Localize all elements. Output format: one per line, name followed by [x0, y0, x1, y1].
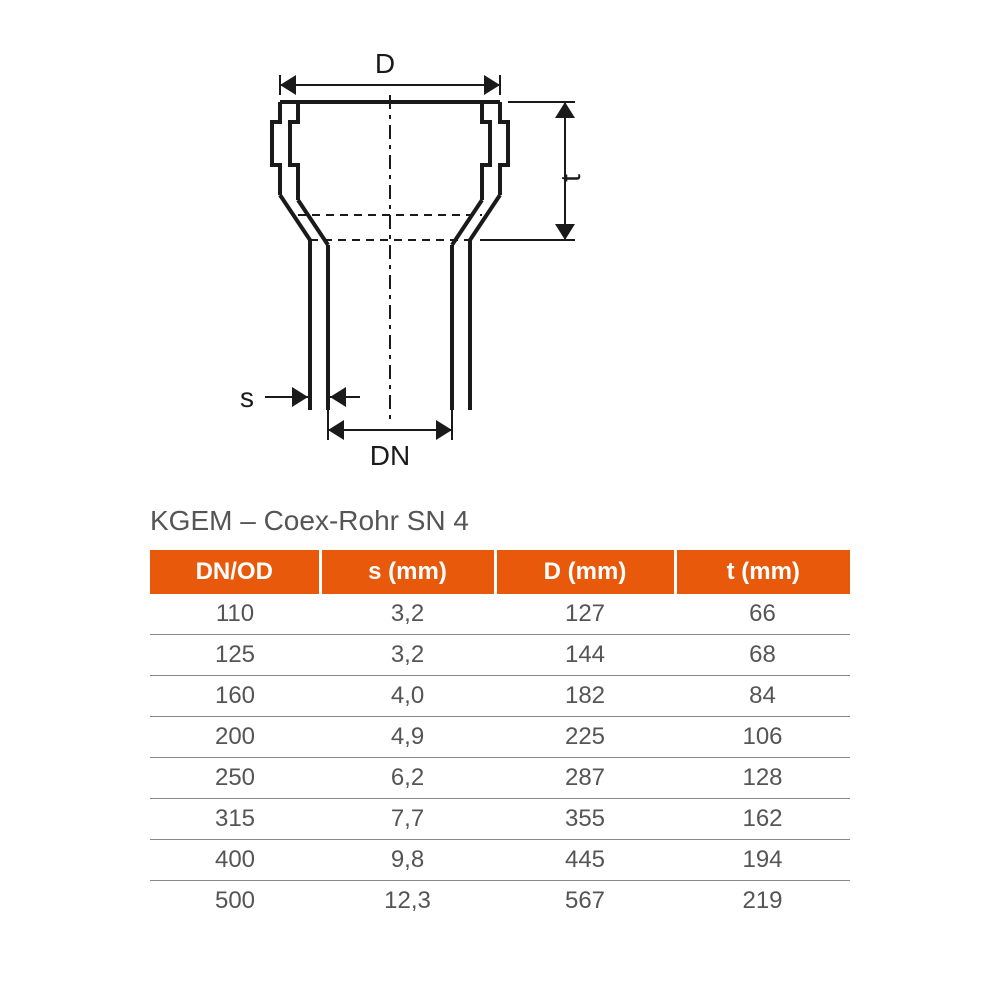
table-row: 2506,2287128	[150, 758, 850, 799]
table-cell: 315	[150, 799, 320, 840]
table-cell: 127	[495, 594, 675, 635]
table-row: 1103,212766	[150, 594, 850, 635]
dim-label-s: s	[240, 382, 254, 413]
col-header: t (mm)	[675, 550, 850, 594]
table-cell: 225	[495, 717, 675, 758]
col-header: s (mm)	[320, 550, 495, 594]
table-cell: 500	[150, 881, 320, 922]
table-cell: 125	[150, 635, 320, 676]
dim-label-t: t	[555, 174, 586, 182]
table-cell: 4,9	[320, 717, 495, 758]
table-cell: 3,2	[320, 594, 495, 635]
dim-label-D: D	[375, 48, 395, 79]
table-cell: 106	[675, 717, 850, 758]
table-cell: 287	[495, 758, 675, 799]
table-cell: 7,7	[320, 799, 495, 840]
table-header-row: DN/OD s (mm) D (mm) t (mm)	[150, 550, 850, 594]
table-cell: 144	[495, 635, 675, 676]
table-row: 1604,018284	[150, 676, 850, 717]
table-cell: 9,8	[320, 840, 495, 881]
table-cell: 68	[675, 635, 850, 676]
pipe-diagram: D t s DN	[180, 40, 660, 470]
table-cell: 4,0	[320, 676, 495, 717]
col-header: DN/OD	[150, 550, 320, 594]
table-title: KGEM – Coex-Rohr SN 4	[150, 505, 469, 537]
spec-table: DN/OD s (mm) D (mm) t (mm) 1103,21276612…	[150, 550, 850, 921]
col-header: D (mm)	[495, 550, 675, 594]
table-cell: 250	[150, 758, 320, 799]
table-cell: 200	[150, 717, 320, 758]
table-cell: 12,3	[320, 881, 495, 922]
table-cell: 219	[675, 881, 850, 922]
table-cell: 128	[675, 758, 850, 799]
table-cell: 445	[495, 840, 675, 881]
dim-label-DN: DN	[370, 440, 410, 470]
table-row: 50012,3567219	[150, 881, 850, 922]
table-cell: 160	[150, 676, 320, 717]
table-cell: 162	[675, 799, 850, 840]
table-cell: 400	[150, 840, 320, 881]
table-cell: 567	[495, 881, 675, 922]
table-cell: 355	[495, 799, 675, 840]
table-cell: 6,2	[320, 758, 495, 799]
table-cell: 182	[495, 676, 675, 717]
table-row: 3157,7355162	[150, 799, 850, 840]
table-cell: 110	[150, 594, 320, 635]
table-cell: 84	[675, 676, 850, 717]
table-row: 2004,9225106	[150, 717, 850, 758]
table-cell: 3,2	[320, 635, 495, 676]
table-cell: 66	[675, 594, 850, 635]
table-cell: 194	[675, 840, 850, 881]
table-row: 4009,8445194	[150, 840, 850, 881]
table-row: 1253,214468	[150, 635, 850, 676]
